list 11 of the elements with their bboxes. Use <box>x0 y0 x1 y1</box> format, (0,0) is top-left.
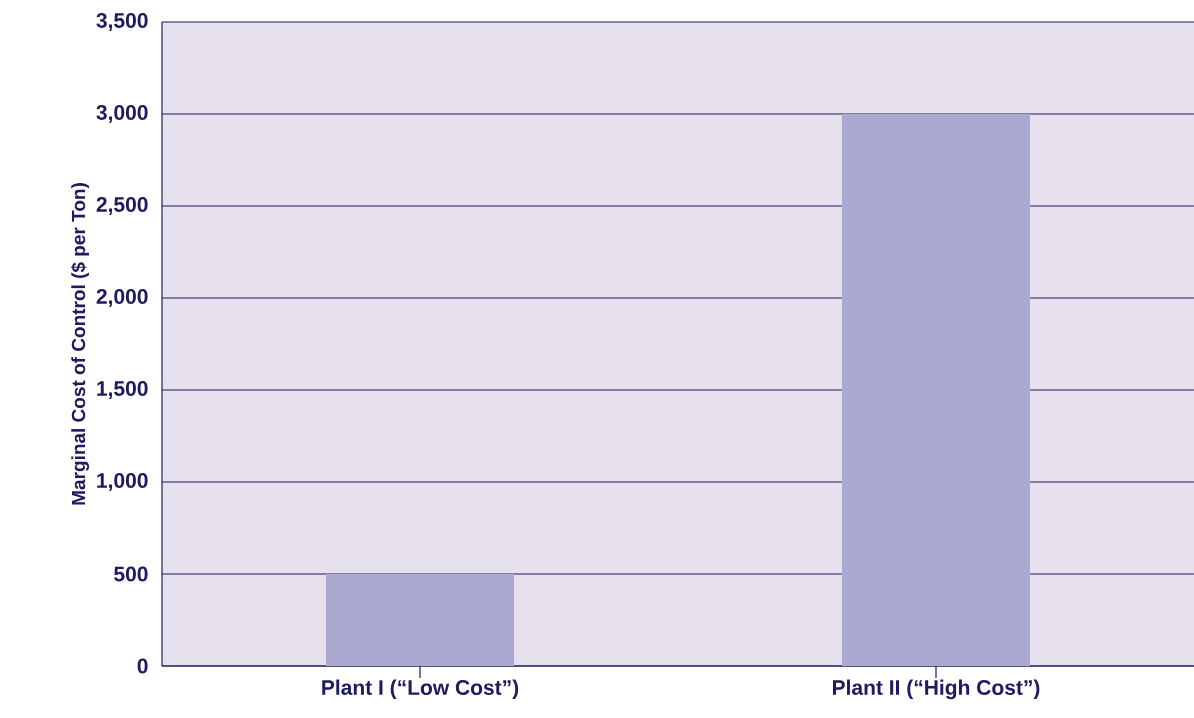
y-tick-label: 500 <box>114 566 148 582</box>
y-tick-label: 1,000 <box>97 473 148 491</box>
y-tick-label: 2,500 <box>96 197 148 215</box>
y-tick-label: 2,000 <box>96 289 148 307</box>
y-tick-label: 1,500 <box>97 381 148 399</box>
y-tick-label: 3,000 <box>96 105 148 123</box>
x-tick-label: Plant I (“Low Cost”) <box>322 679 519 700</box>
y-tick-label: 0 <box>137 658 148 674</box>
y-tick-label: 3,500 <box>96 13 148 31</box>
y-axis-title: Marginal Cost of Control ($ per Ton) <box>70 183 90 505</box>
x-tick-label: Plant II (“High Cost”) <box>833 679 1040 700</box>
